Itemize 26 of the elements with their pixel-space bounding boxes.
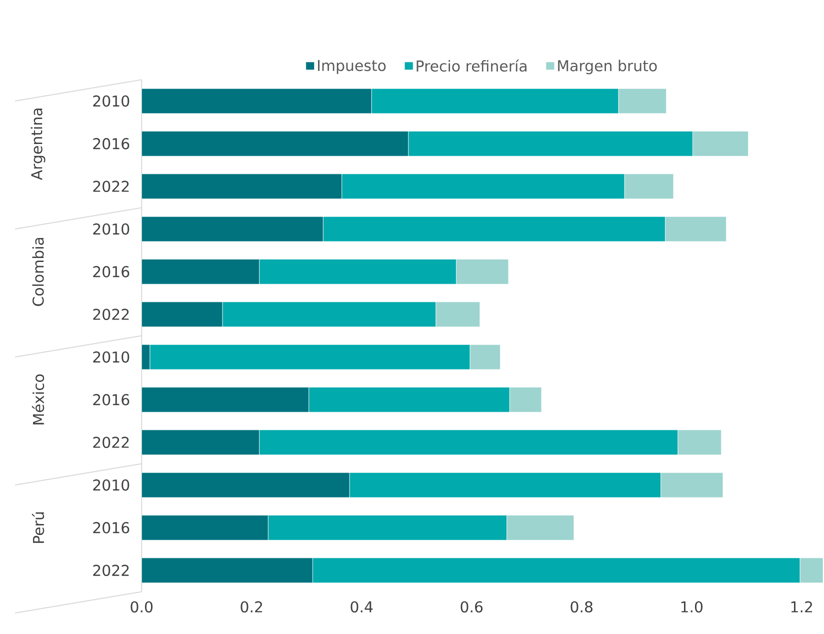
text: Argentina: [30, 108, 46, 180]
y-tick-label: 2010: [93, 224, 130, 235]
y-tick-label: 2010: [93, 352, 130, 363]
y-tick-label: 2010: [93, 480, 130, 491]
y-tick-label: 2022: [93, 436, 129, 448]
x-tick-label: 1.0: [681, 601, 702, 613]
x-tick-label: 0.6: [460, 601, 483, 613]
y-tick-label: 2022: [93, 180, 129, 192]
x-tick-label: 1.2: [791, 601, 812, 613]
y-tick-label: 2022: [93, 308, 129, 320]
x-tick-label: 0.2: [240, 601, 262, 613]
y-tick-label: 2010: [93, 96, 130, 107]
text: Perú: [32, 512, 44, 544]
text: México: [32, 374, 44, 425]
y-tick-label: 2022: [93, 564, 129, 576]
text: Colombia: [32, 238, 44, 306]
x-tick-label: 0.4: [350, 601, 373, 613]
legend-label: Precio refinería: [416, 60, 526, 72]
legend-label: Margen bruto: [558, 60, 657, 74]
y-tick-label: 2016: [93, 138, 130, 150]
legend-label: Impuesto: [318, 60, 386, 74]
y-tick-label: 2016: [93, 394, 130, 406]
x-tick-label: 0.0: [130, 601, 153, 613]
y-tick-label: 2016: [93, 522, 130, 534]
y-tick-label: 2016: [93, 266, 130, 278]
x-tick-label: 0.8: [570, 601, 592, 613]
